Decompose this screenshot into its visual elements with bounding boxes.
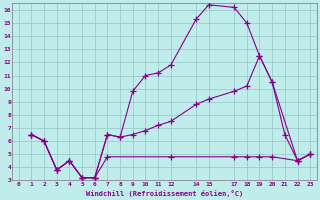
- X-axis label: Windchill (Refroidissement éolien,°C): Windchill (Refroidissement éolien,°C): [86, 190, 243, 197]
